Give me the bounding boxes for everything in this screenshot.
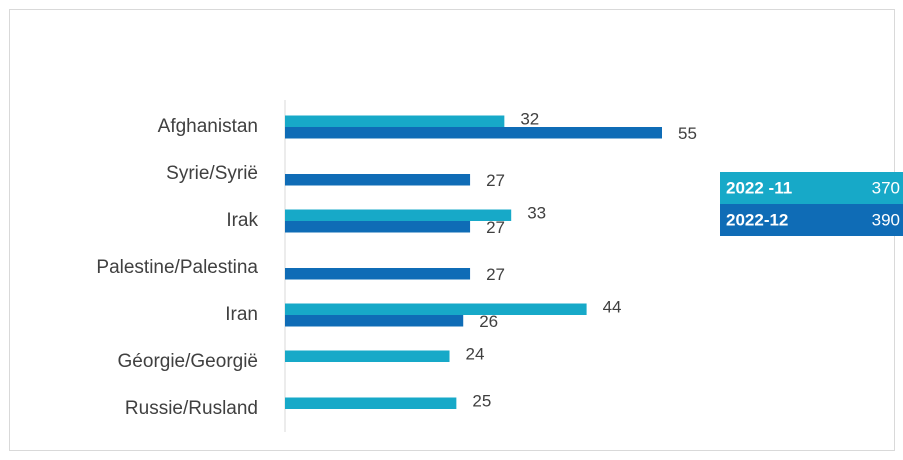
- bar: [285, 115, 505, 127]
- bar: [285, 209, 512, 221]
- bar: [285, 127, 662, 139]
- bar: [285, 303, 587, 315]
- data-label: 26: [479, 312, 498, 331]
- data-label: 55: [678, 124, 697, 143]
- category-label: Syrie/Syrië: [166, 163, 258, 184]
- data-label: 25: [472, 392, 491, 411]
- data-label: 27: [486, 171, 505, 190]
- legend-total: 390: [872, 210, 900, 229]
- category-label: Afghanistan: [158, 116, 258, 137]
- data-label: 27: [486, 265, 505, 284]
- legend-row: [720, 204, 903, 236]
- bar: [285, 174, 471, 186]
- bar: [285, 397, 457, 409]
- data-label: 33: [527, 204, 546, 223]
- category-label: Géorgie/Georgië: [118, 351, 258, 372]
- legend-total: 370: [872, 178, 900, 197]
- bar: [285, 268, 471, 280]
- bar: [285, 221, 471, 233]
- category-label: Iran: [225, 304, 258, 325]
- bar: [285, 315, 464, 327]
- legend-row: [720, 172, 903, 204]
- category-label: Russie/Rusland: [125, 398, 258, 419]
- data-label: 32: [520, 110, 539, 129]
- bar: [285, 350, 450, 362]
- data-label: 24: [466, 345, 485, 364]
- data-label: 27: [486, 218, 505, 237]
- category-label: Palestine/Palestina: [96, 257, 258, 278]
- legend-label: 2022-12: [726, 210, 788, 229]
- data-label: 44: [603, 298, 622, 317]
- category-label: Irak: [226, 210, 258, 231]
- legend-label: 2022 -11: [726, 178, 792, 197]
